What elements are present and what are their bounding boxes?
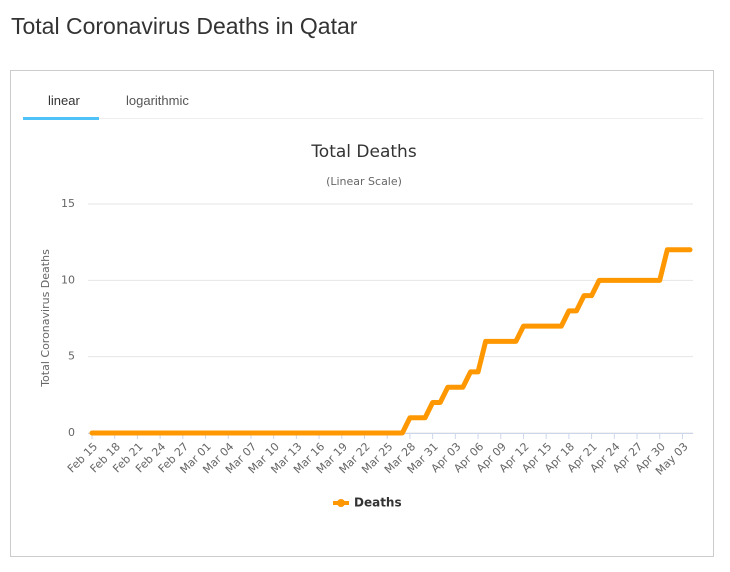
chart-title: Total Deaths	[310, 142, 417, 162]
tab[interactable]: linear	[48, 93, 80, 108]
legend-label: Deaths	[354, 496, 402, 510]
y-tick-label: 5	[68, 350, 75, 363]
y-axis-label: Total Coronavirus Deaths	[39, 249, 52, 388]
chart-panel: linear logarithmic	[10, 70, 714, 557]
y-tick-label: 10	[61, 273, 75, 286]
chart-subtitle: (Linear Scale)	[326, 175, 402, 188]
tab[interactable]: logarithmic	[126, 93, 189, 108]
legend-symbol-marker	[337, 499, 345, 507]
y-tick-label: 15	[61, 197, 75, 210]
data-line	[89, 247, 693, 436]
tab-active-indicator	[23, 117, 99, 120]
y-tick-label: 0	[68, 426, 75, 439]
tab-divider	[23, 118, 703, 119]
page-title: Total Coronavirus Deaths in Qatar	[11, 13, 358, 39]
